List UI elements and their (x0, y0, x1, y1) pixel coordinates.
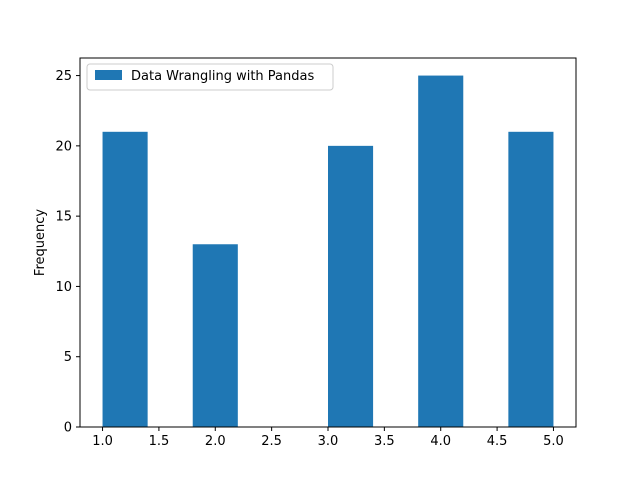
histogram-bar (418, 75, 464, 428)
legend-box (86, 63, 334, 91)
x-tick-label: 5.0 (543, 434, 564, 449)
y-tick-label: 15 (55, 210, 72, 225)
bars-group (102, 75, 554, 428)
y-axis: 0 5 10 15 20 25 (55, 69, 80, 436)
histogram-bar (102, 131, 148, 428)
x-axis: 1.0 1.5 2.0 2.5 3.0 3.5 4.0 4.5 5.0 (92, 427, 564, 449)
legend: Data Wrangling with Pandas (86, 63, 334, 91)
histogram-bar (328, 145, 374, 427)
x-tick-label: 1.5 (149, 434, 170, 449)
y-tick-label: 5 (64, 350, 72, 365)
y-tick-label: 20 (55, 139, 72, 154)
x-tick-label: 4.0 (430, 434, 451, 449)
y-tick-label: 25 (55, 69, 72, 84)
legend-label: Data Wrangling with Pandas (131, 69, 314, 84)
histogram-bar (508, 131, 554, 428)
legend-swatch (95, 70, 122, 80)
y-tick-label: 10 (55, 280, 72, 295)
x-tick-label: 4.5 (487, 434, 508, 449)
x-tick-label: 3.5 (374, 434, 395, 449)
y-tick-label: 0 (64, 421, 72, 436)
y-axis-label: Frequency (33, 209, 48, 276)
x-tick-label: 1.0 (92, 434, 113, 449)
x-tick-label: 2.0 (205, 434, 226, 449)
x-tick-label: 3.0 (318, 434, 339, 449)
histogram-bar (192, 244, 238, 427)
x-tick-label: 2.5 (261, 434, 282, 449)
